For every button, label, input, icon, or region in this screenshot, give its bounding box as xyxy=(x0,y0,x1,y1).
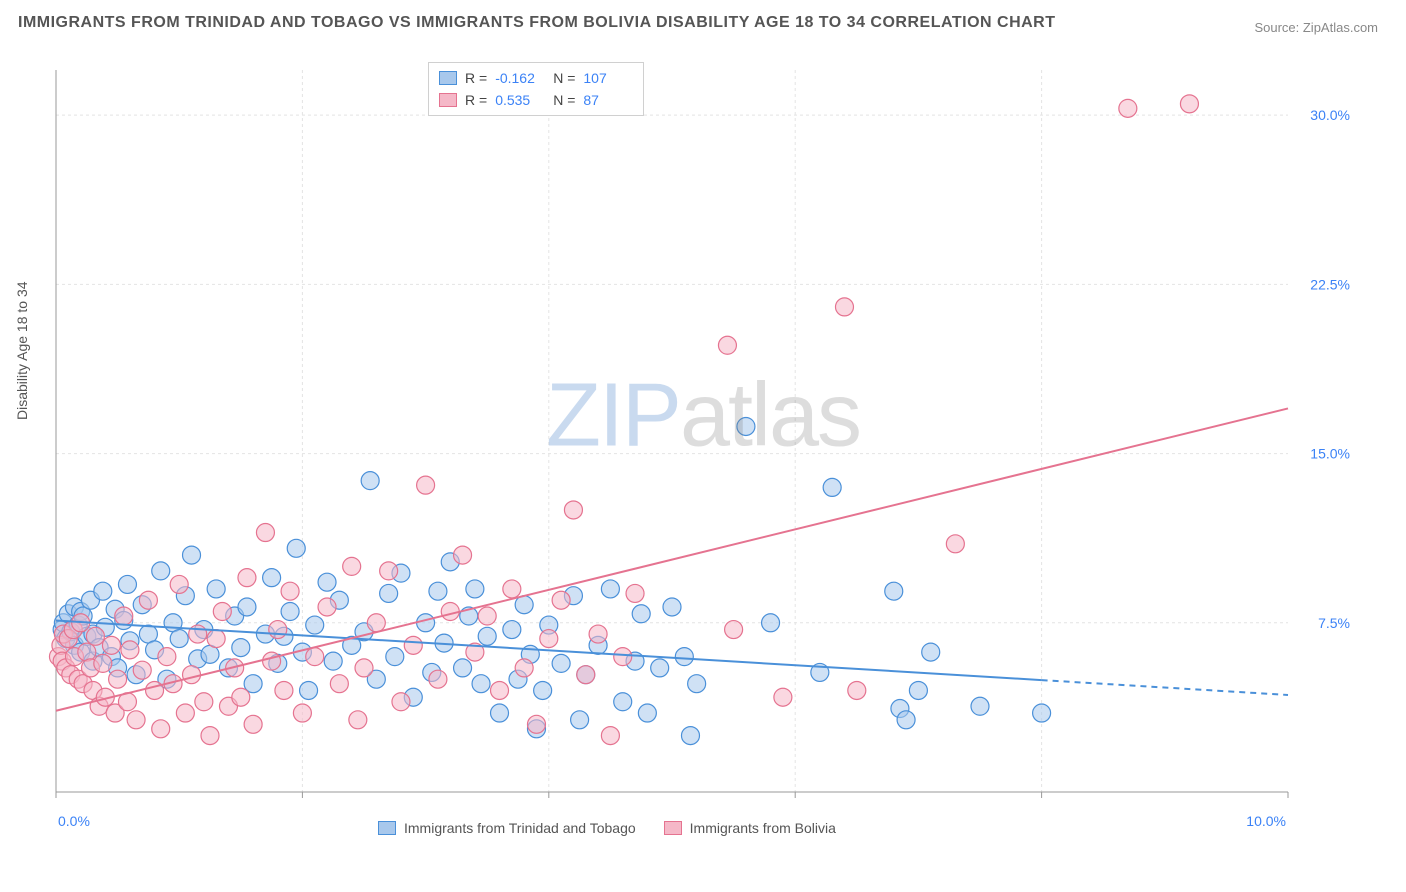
series-1-name: Immigrants from Trinidad and Tobago xyxy=(404,820,636,836)
chart-title: IMMIGRANTS FROM TRINIDAD AND TOBAGO VS I… xyxy=(18,14,1056,32)
svg-text:22.5%: 22.5% xyxy=(1310,276,1350,292)
svg-text:15.0%: 15.0% xyxy=(1310,446,1350,462)
legend-row-series-2: R = 0.535 N = 87 xyxy=(439,89,633,111)
svg-text:0.0%: 0.0% xyxy=(58,813,90,829)
n-value-1: 107 xyxy=(583,67,633,89)
svg-text:30.0%: 30.0% xyxy=(1310,107,1350,123)
r-label: R = xyxy=(465,67,487,89)
swatch-series-2 xyxy=(664,821,682,835)
chart-area: 7.5%15.0%22.5%30.0%0.0%10.0% ZIPatlas R … xyxy=(48,62,1358,832)
correlation-legend: R = -0.162 N = 107 R = 0.535 N = 87 xyxy=(428,62,644,116)
swatch-series-1 xyxy=(439,71,457,85)
source-credit: Source: ZipAtlas.com xyxy=(1254,20,1378,35)
n-label: N = xyxy=(553,67,575,89)
legend-item-2: Immigrants from Bolivia xyxy=(664,820,836,836)
swatch-series-2 xyxy=(439,93,457,107)
legend-row-series-1: R = -0.162 N = 107 xyxy=(439,67,633,89)
r-label: R = xyxy=(465,89,487,111)
svg-text:10.0%: 10.0% xyxy=(1246,813,1286,829)
n-label: N = xyxy=(553,89,575,111)
r-value-1: -0.162 xyxy=(495,67,545,89)
n-value-2: 87 xyxy=(583,89,633,111)
svg-text:7.5%: 7.5% xyxy=(1318,615,1350,631)
legend-item-1: Immigrants from Trinidad and Tobago xyxy=(378,820,636,836)
r-value-2: 0.535 xyxy=(495,89,545,111)
series-2-name: Immigrants from Bolivia xyxy=(690,820,836,836)
scatter-plot: 7.5% 15.0% 22.5% 30.0% 0.0% 10.0% xyxy=(48,62,1358,832)
series-legend: Immigrants from Trinidad and Tobago Immi… xyxy=(378,820,836,836)
swatch-series-1 xyxy=(378,821,396,835)
y-axis-label: Disability Age 18 to 34 xyxy=(14,281,30,420)
